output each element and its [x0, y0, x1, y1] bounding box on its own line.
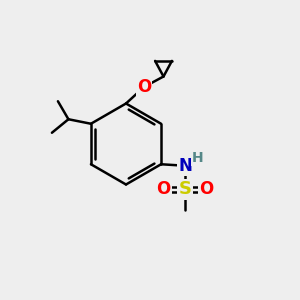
Text: S: S	[178, 180, 192, 198]
Text: N: N	[178, 157, 192, 175]
Text: H: H	[192, 151, 203, 165]
Text: O: O	[200, 180, 214, 198]
Text: O: O	[156, 180, 171, 198]
Text: O: O	[137, 78, 151, 96]
